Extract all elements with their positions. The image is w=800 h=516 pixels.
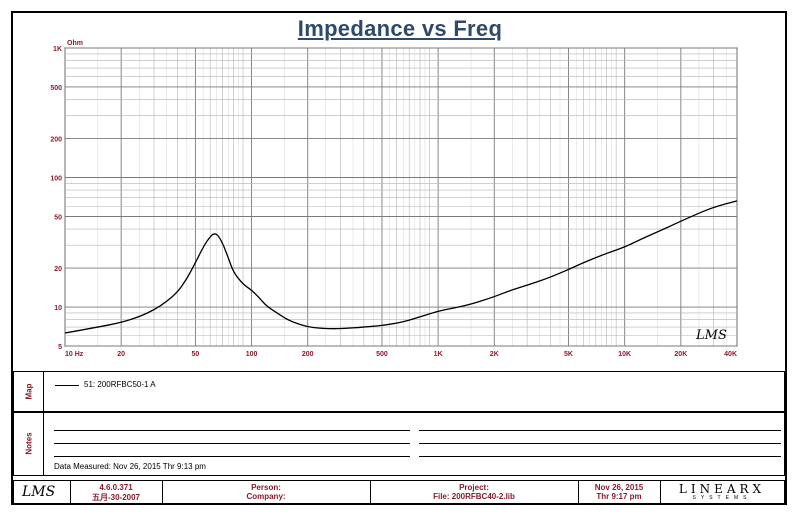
- y-tick-label: 100: [50, 176, 62, 183]
- y-tick-label: 5: [58, 344, 62, 351]
- x-tick-label: 10K: [618, 351, 631, 358]
- project-cell: Project: File: 200RFBC40-2.lib: [370, 481, 578, 503]
- footer-panel: LMS 4.6.0.371 五月-30-2007 Person: Company…: [13, 480, 785, 504]
- y-tick-label: 500: [50, 85, 62, 92]
- person-label: Person:: [251, 483, 281, 492]
- map-side-box: [14, 372, 44, 411]
- person-cell: Person: Company:: [162, 481, 370, 503]
- legend-entry: 51: 200RFBC50-1 A: [84, 380, 156, 389]
- legend-swatch: [55, 385, 79, 386]
- y-tick-label: 10: [54, 305, 62, 312]
- note-line: [54, 443, 410, 444]
- x-tick-label: 500: [376, 351, 388, 358]
- y-axis-unit: Ohm: [67, 40, 83, 47]
- linearx-logo: LINEARX: [678, 482, 766, 496]
- y-tick-label: 20: [54, 266, 62, 273]
- linearx-subtitle: SYSTEMS: [692, 495, 752, 501]
- footer-time: Thr 9:17 pm: [596, 492, 642, 501]
- y-tick-labels: 5 10 20 50 100 200 500 1K: [50, 46, 62, 351]
- x-tick-label: 50: [192, 351, 200, 358]
- y-tick-label: 1K: [53, 46, 62, 53]
- chart-grid: [64, 47, 738, 347]
- x-tick-label: 200: [302, 351, 314, 358]
- measured-date: Data Measured: Nov 26, 2015 Thr 9:13 pm: [54, 462, 206, 471]
- lms-chart-logo: LMS: [695, 328, 727, 343]
- x-tick-labels: 10 Hz 20 50 100 200 500 1K 2K 5K 10K 20K 40K: [65, 351, 737, 358]
- impedance-curve: [64, 200, 738, 334]
- x-tick-label: 2K: [490, 351, 499, 358]
- footer-date: Nov 26, 2015: [594, 483, 644, 492]
- x-tick-label: 20: [117, 351, 125, 358]
- project-label: Project:: [459, 483, 489, 492]
- map-label: Map: [24, 383, 34, 400]
- note-line: [419, 456, 781, 457]
- notes-side-box: [14, 413, 44, 475]
- note-line: [419, 430, 781, 431]
- lms-footer-logo: LMS: [22, 484, 56, 500]
- notes-label: Notes: [24, 432, 34, 455]
- series-group: [64, 200, 738, 334]
- file-label: File: 200RFBC40-2.lib: [433, 492, 515, 501]
- company-label: Company:: [246, 492, 286, 501]
- x-tick-label: 100: [246, 351, 258, 358]
- brand-cell: LINEARX SYSTEMS: [660, 481, 784, 503]
- version-cell: 4.6.0.371 五月-30-2007: [70, 481, 162, 503]
- note-line: [54, 456, 410, 457]
- note-line: [54, 430, 410, 431]
- x-tick-label: 5K: [564, 351, 573, 358]
- map-panel: Map 51: 200RFBC50-1 A: [13, 371, 785, 412]
- x-tick-label: 20K: [674, 351, 687, 358]
- notes-panel: Notes Data Measured: Nov 26, 2015 Thr 9:…: [13, 412, 785, 476]
- x-tick-label: 10 Hz: [65, 351, 84, 358]
- timestamp-cell: Nov 26, 2015 Thr 9:17 pm: [578, 481, 660, 503]
- x-tick-label: 40K: [724, 351, 737, 358]
- note-line: [419, 443, 781, 444]
- chart-title: Impedance vs Freq: [297, 16, 503, 41]
- y-tick-label: 50: [54, 214, 62, 221]
- build-date: 五月-30-2007: [91, 493, 141, 502]
- y-tick-label: 200: [50, 137, 62, 144]
- version-number: 4.6.0.371: [99, 483, 133, 492]
- x-tick-label: 1K: [434, 351, 443, 358]
